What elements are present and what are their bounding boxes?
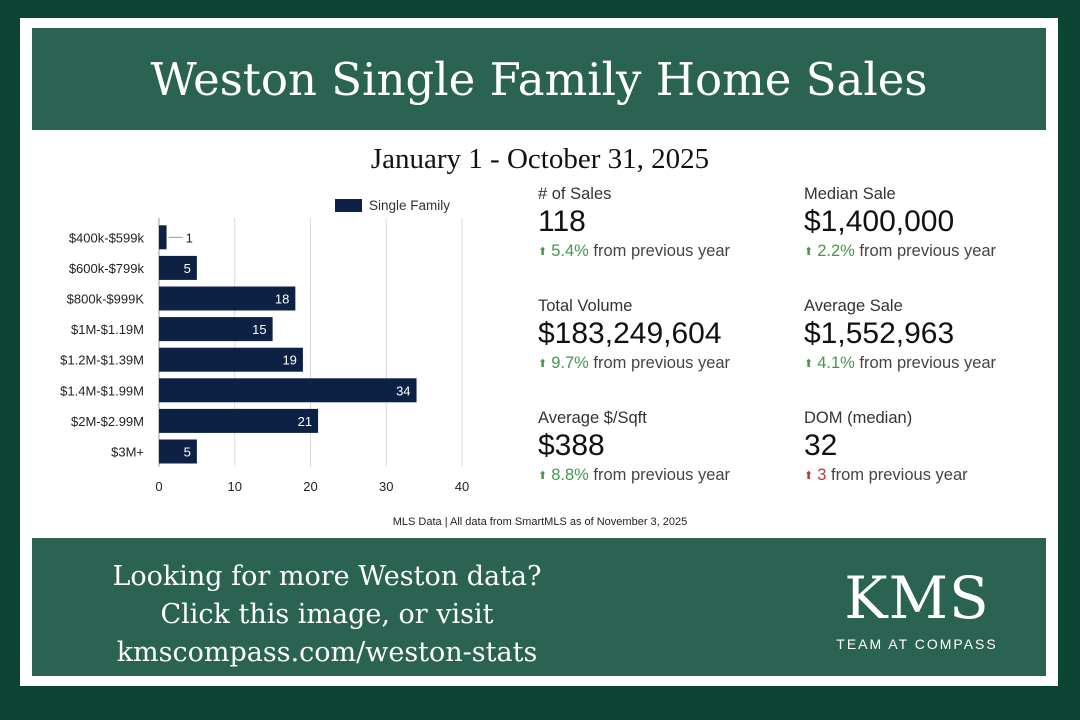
- stat-change-suffix: from previous year: [859, 354, 997, 372]
- trend-up-icon: ⬆: [804, 246, 814, 258]
- bar: [159, 225, 167, 250]
- stat-total-volume: Total Volume $183,249,604 ⬆ 9.7% from pre…: [538, 297, 798, 373]
- x-tick-label: 0: [155, 479, 162, 494]
- stat-change: ⬆ 9.7% from previous year: [538, 354, 798, 373]
- trend-up-icon: ⬆: [538, 358, 548, 370]
- stat-change-pct: 9.7%: [551, 354, 589, 372]
- stat-value: $1,552,963: [804, 317, 955, 350]
- stat-change: ⬆ 3 from previous year: [804, 466, 1064, 485]
- cta-link[interactable]: kmscompass.com/weston-stats: [116, 637, 538, 668]
- stat-change: ⬆ 5.4% from previous year: [538, 242, 798, 261]
- date-range: January 1 - October 31, 2025: [370, 143, 710, 175]
- stat-change-suffix: from previous year: [593, 466, 731, 484]
- bar: [159, 378, 417, 403]
- x-tick-label: 20: [303, 479, 317, 494]
- data-label: 1: [186, 230, 193, 245]
- stat-value: $388: [538, 429, 605, 462]
- page-title: Weston Single Family Home Sales: [150, 52, 928, 106]
- bar-chart: 0 10 20 30 40 $400k-$599k 1 $600k-$799k 5 $800k-$…: [60, 198, 469, 494]
- stat-change-pct: 5.4%: [551, 242, 589, 260]
- stat-median-sale: Median Sale $1,400,000 ⬆ 2.2% from previo…: [804, 185, 1064, 261]
- footer-banner[interactable]: Looking for more Weston data? Click this…: [32, 538, 1046, 676]
- y-tick-label: $1.2M-$1.39M: [60, 353, 144, 368]
- stat-average-sale: Average Sale $1,552,963 ⬆ 4.1% from previ…: [804, 297, 1064, 373]
- stat-sales-count: # of Sales 118 ⬆ 5.4% from previous year: [538, 185, 798, 261]
- y-tick-label: $800k-$999K: [67, 292, 145, 307]
- stat-change-pct: 2.2%: [817, 242, 855, 260]
- y-tick-label: $600k-$799k: [69, 261, 145, 276]
- cta-line: Click this image, or visit: [160, 599, 494, 630]
- stat-value: 32: [804, 429, 838, 462]
- stat-change-suffix: from previous year: [593, 354, 731, 372]
- bar: [159, 408, 319, 433]
- y-tick-label: $400k-$599k: [69, 230, 145, 245]
- x-tick-label: 30: [379, 479, 393, 494]
- stat-change-suffix: from previous year: [831, 466, 968, 484]
- bar: [159, 286, 296, 311]
- stat-value: 118: [538, 205, 586, 238]
- bar: [159, 439, 197, 464]
- y-tick-label: $1.4M-$1.99M: [60, 383, 144, 398]
- x-tick-label: 10: [228, 479, 242, 494]
- data-label: 34: [396, 383, 410, 398]
- stat-label: Average $/Sqft: [538, 409, 647, 427]
- stat-change-suffix: from previous year: [859, 242, 997, 260]
- stat-change-pct: 3: [817, 466, 827, 484]
- kms-logo: KMS TEAM AT COMPASS: [822, 568, 1012, 652]
- y-tick-label: $1M-$1.19M: [71, 322, 144, 337]
- cta-line: Looking for more Weston data?: [112, 561, 542, 592]
- stat-change-suffix: from previous year: [593, 242, 731, 260]
- stat-label: # of Sales: [538, 185, 612, 203]
- trend-up-icon: ⬆: [804, 358, 814, 370]
- trend-down-icon: ⬆: [804, 470, 814, 482]
- stat-label: Median Sale: [804, 185, 896, 203]
- bar: [159, 347, 303, 372]
- call-to-action[interactable]: Looking for more Weston data? Click this…: [102, 558, 552, 672]
- stat-label: DOM (median): [804, 409, 913, 427]
- y-tick-label: $3M+: [111, 445, 144, 460]
- legend-swatch: [335, 199, 362, 212]
- stat-avg-price-per-sqft: Average $/Sqft $388 ⬆ 8.8% from previous …: [538, 409, 798, 485]
- stat-change: ⬆ 8.8% from previous year: [538, 466, 798, 485]
- data-label: 15: [252, 322, 266, 337]
- trend-up-icon: ⬆: [538, 246, 548, 258]
- data-label: 5: [184, 261, 191, 276]
- stat-value: $1,400,000: [804, 205, 955, 238]
- stat-label: Average Sale: [804, 297, 903, 315]
- data-label: 18: [275, 292, 289, 307]
- data-label: 5: [184, 445, 191, 460]
- bar: [159, 317, 273, 342]
- source-note: MLS Data | All data from SmartMLS as of …: [392, 516, 688, 528]
- trend-up-icon: ⬆: [538, 470, 548, 482]
- y-tick-label: $2M-$2.99M: [71, 414, 144, 429]
- legend-label: Single Family: [369, 198, 450, 213]
- stat-change: ⬆ 4.1% from previous year: [804, 354, 1064, 373]
- stat-dom-median: DOM (median) 32 ⬆ 3 from previous year: [804, 409, 1064, 485]
- logo-mark: KMS: [844, 564, 990, 632]
- logo-tagline: TEAM AT COMPASS: [836, 636, 998, 652]
- bar: [159, 255, 197, 280]
- stat-change-pct: 8.8%: [551, 466, 589, 484]
- stat-label: Total Volume: [538, 297, 633, 315]
- title-banner: Weston Single Family Home Sales: [32, 28, 1046, 130]
- data-label: 19: [282, 353, 296, 368]
- data-label: 21: [298, 414, 312, 429]
- stat-change-pct: 4.1%: [817, 354, 855, 372]
- x-tick-label: 40: [455, 479, 469, 494]
- stat-value: $183,249,604: [538, 317, 722, 350]
- stat-change: ⬆ 2.2% from previous year: [804, 242, 1064, 261]
